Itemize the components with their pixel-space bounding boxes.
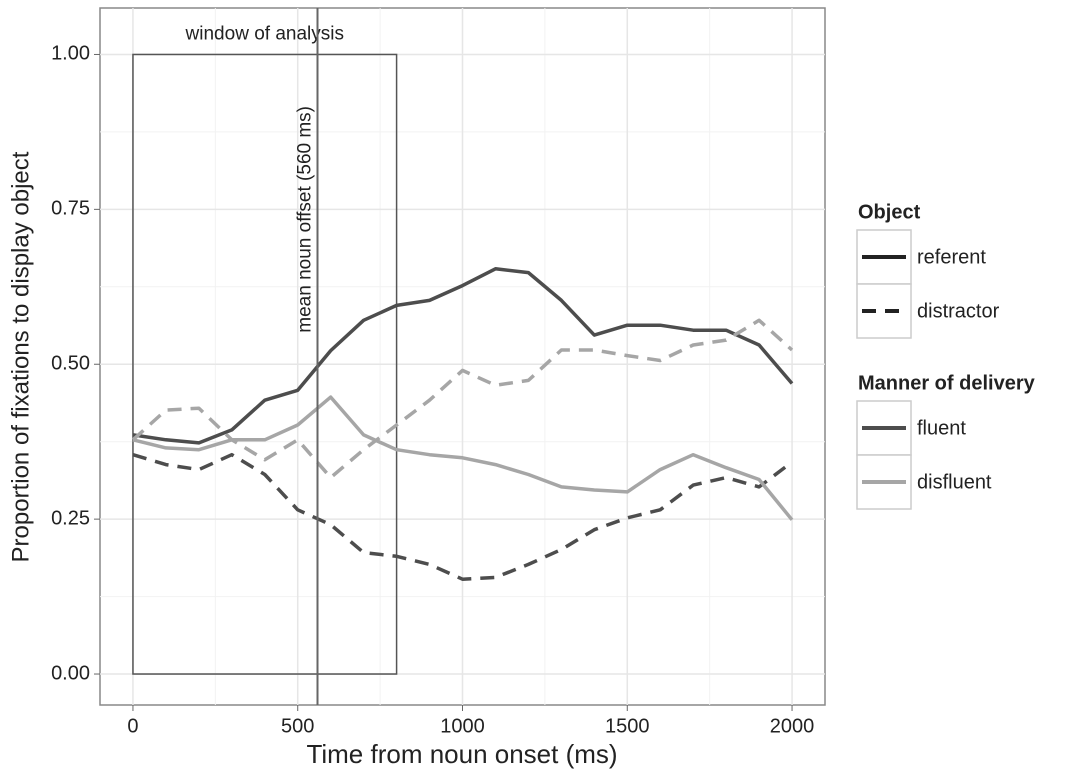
y-tick-label: 0.75 (51, 198, 90, 220)
legend-label: distractor (917, 300, 1000, 322)
x-axis-label: Time from noun onset (ms) (306, 739, 617, 769)
series-line (132, 452, 794, 581)
legend-label: fluent (917, 417, 966, 439)
legend-label: disfluent (917, 471, 992, 493)
legend-title: Object (858, 201, 921, 223)
x-tick-label: 500 (281, 715, 314, 737)
y-axis-label: Proportion of fixations to display objec… (7, 151, 34, 562)
x-tick-label: 1500 (605, 715, 650, 737)
y-tick-label: 0.50 (51, 353, 90, 375)
series-line (132, 395, 794, 521)
y-tick-label: 0.00 (51, 662, 90, 684)
series-line (131, 318, 794, 480)
y-tick-label: 1.00 (51, 43, 90, 65)
x-tick-label: 2000 (770, 715, 815, 737)
x-tick-label: 1000 (440, 715, 485, 737)
y-tick-label: 0.25 (51, 507, 90, 529)
legend-label: referent (917, 246, 986, 268)
analysis-window (132, 53, 398, 675)
series-line (132, 267, 794, 445)
x-tick-label: 0 (127, 715, 138, 737)
noun-offset-label: mean noun offset (560 ms) (295, 106, 316, 333)
legend-title: Manner of delivery (858, 372, 1036, 394)
window-label: window of analysis (185, 23, 344, 44)
